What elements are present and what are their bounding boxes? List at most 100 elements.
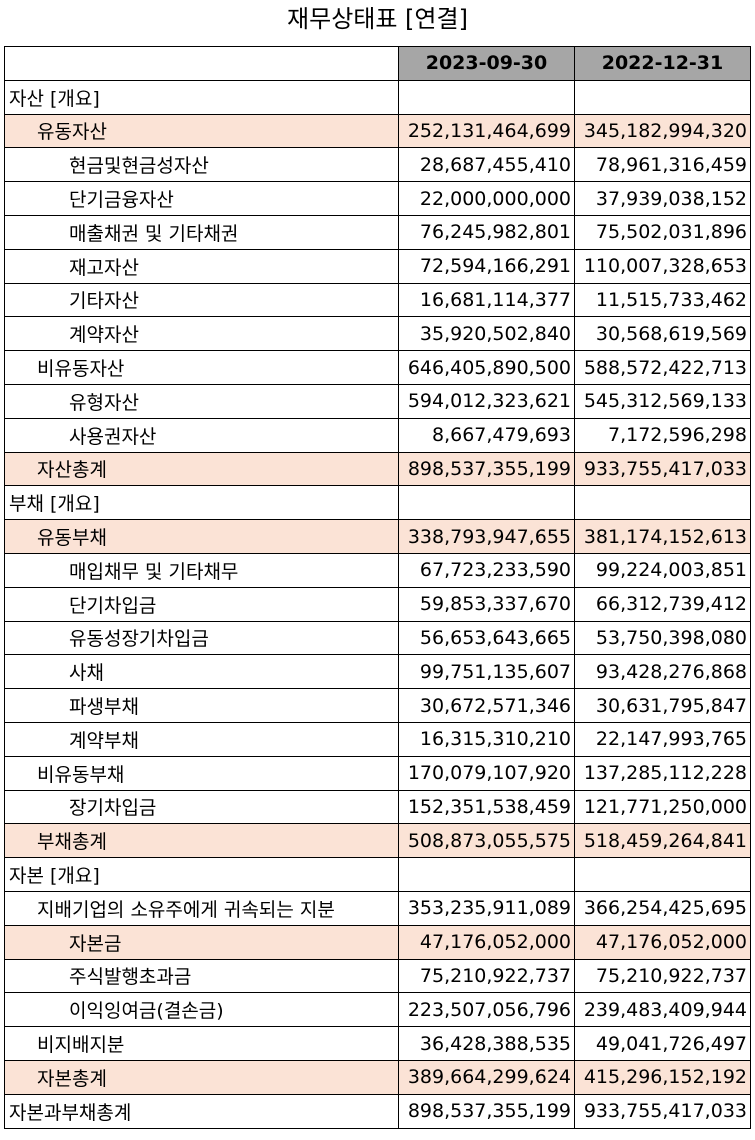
table-row: 자본금 47,176,052,000 47,176,052,000 bbox=[4, 924, 751, 960]
value-2022-12-31: 53,750,398,080 bbox=[574, 620, 751, 656]
value-2023-09-30: 170,079,107,920 bbox=[398, 755, 575, 791]
row-label: 자산총계 bbox=[4, 451, 399, 487]
row-label: 계약자산 bbox=[4, 316, 399, 352]
row-label: 유동성장기차입금 bbox=[4, 620, 399, 656]
table-row: 단기차입금 59,853,337,670 66,312,739,412 bbox=[4, 586, 751, 622]
row-label: 유동자산 bbox=[4, 113, 399, 149]
row-label: 매입채무 및 기타채무 bbox=[4, 552, 399, 588]
table-row: 이익잉여금(결손금) 223,507,056,796 239,483,409,944 bbox=[4, 992, 751, 1028]
column-header-2022-12-31: 2022-12-31 bbox=[574, 46, 751, 81]
row-label: 부채 [개요] bbox=[4, 485, 399, 521]
row-label: 유동부채 bbox=[4, 519, 399, 554]
table-row: 유동성장기차입금 56,653,643,665 53,750,398,080 bbox=[4, 620, 751, 656]
table-row: 단기금융자산 22,000,000,000 37,939,038,152 bbox=[4, 181, 751, 216]
value-2022-12-31: 345,182,994,320 bbox=[574, 113, 751, 149]
value-2023-09-30 bbox=[398, 857, 575, 892]
row-label: 단기금융자산 bbox=[4, 181, 399, 216]
value-2023-09-30: 99,751,135,607 bbox=[398, 654, 575, 690]
value-2023-09-30: 389,664,299,624 bbox=[398, 1059, 575, 1095]
table-row: 현금및현금성자산 28,687,455,410 78,961,316,459 bbox=[4, 147, 751, 183]
table-row: 자본총계 389,664,299,624 415,296,152,192 bbox=[4, 1059, 751, 1095]
row-label: 기타자산 bbox=[4, 282, 399, 318]
value-2023-09-30: 646,405,890,500 bbox=[398, 350, 575, 385]
table-row: 비유동자산 646,405,890,500 588,572,422,713 bbox=[4, 350, 751, 385]
value-2022-12-31: 545,312,569,133 bbox=[574, 383, 751, 419]
value-2022-12-31: 66,312,739,412 bbox=[574, 586, 751, 622]
row-label: 자본총계 bbox=[4, 1059, 399, 1095]
value-2023-09-30: 252,131,464,699 bbox=[398, 113, 575, 149]
value-2023-09-30: 47,176,052,000 bbox=[398, 924, 575, 960]
value-2022-12-31: 11,515,733,462 bbox=[574, 282, 751, 318]
value-2022-12-31: 30,568,619,569 bbox=[574, 316, 751, 352]
value-2023-09-30: 67,723,233,590 bbox=[398, 552, 575, 588]
value-2022-12-31: 37,939,038,152 bbox=[574, 181, 751, 216]
row-label: 유형자산 bbox=[4, 383, 399, 419]
value-2023-09-30: 898,537,355,199 bbox=[398, 1093, 575, 1129]
value-2022-12-31: 49,041,726,497 bbox=[574, 1026, 751, 1061]
row-label: 계약부채 bbox=[4, 721, 399, 757]
row-label: 비지배지분 bbox=[4, 1026, 399, 1061]
table-row: 파생부채 30,672,571,346 30,631,795,847 bbox=[4, 688, 751, 723]
value-2023-09-30 bbox=[398, 79, 575, 115]
value-2022-12-31 bbox=[574, 857, 751, 892]
row-label: 자본과부채총계 bbox=[4, 1093, 399, 1129]
value-2022-12-31: 75,210,922,737 bbox=[574, 958, 751, 994]
value-2023-09-30: 36,428,388,535 bbox=[398, 1026, 575, 1061]
table-row: 계약자산 35,920,502,840 30,568,619,569 bbox=[4, 316, 751, 352]
value-2022-12-31: 518,459,264,841 bbox=[574, 823, 751, 859]
table-row: 비유동부채 170,079,107,920 137,285,112,228 bbox=[4, 755, 751, 791]
balance-sheet-table: 2023-09-30 2022-12-31 자산 [개요] 유동자산 252,131… bbox=[4, 46, 751, 1129]
value-2023-09-30: 353,235,911,089 bbox=[398, 890, 575, 926]
value-2022-12-31 bbox=[574, 485, 751, 521]
value-2023-09-30: 22,000,000,000 bbox=[398, 181, 575, 216]
value-2022-12-31 bbox=[574, 79, 751, 115]
table-row: 매입채무 및 기타채무 67,723,233,590 99,224,003,851 bbox=[4, 552, 751, 588]
value-2022-12-31: 93,428,276,868 bbox=[574, 654, 751, 690]
value-2022-12-31: 7,172,596,298 bbox=[574, 417, 751, 453]
value-2022-12-31: 99,224,003,851 bbox=[574, 552, 751, 588]
row-label: 자본금 bbox=[4, 924, 399, 960]
table-row: 유형자산 594,012,323,621 545,312,569,133 bbox=[4, 383, 751, 419]
table-row: 자산 [개요] bbox=[4, 79, 751, 115]
value-2022-12-31: 75,502,031,896 bbox=[574, 214, 751, 250]
value-2023-09-30: 59,853,337,670 bbox=[398, 586, 575, 622]
header-row: 2023-09-30 2022-12-31 bbox=[4, 46, 751, 81]
table-row: 자본 [개요] bbox=[4, 857, 751, 892]
table-row: 재고자산 72,594,166,291 110,007,328,653 bbox=[4, 248, 751, 284]
value-2023-09-30: 76,245,982,801 bbox=[398, 214, 575, 250]
row-label: 부채총계 bbox=[4, 823, 399, 859]
table-row: 기타자산 16,681,114,377 11,515,733,462 bbox=[4, 282, 751, 318]
row-label: 자본 [개요] bbox=[4, 857, 399, 892]
value-2023-09-30: 223,507,056,796 bbox=[398, 992, 575, 1028]
value-2022-12-31: 415,296,152,192 bbox=[574, 1059, 751, 1095]
value-2023-09-30 bbox=[398, 485, 575, 521]
row-label: 사채 bbox=[4, 654, 399, 690]
row-label: 이익잉여금(결손금) bbox=[4, 992, 399, 1028]
value-2023-09-30: 72,594,166,291 bbox=[398, 248, 575, 284]
value-2022-12-31: 137,285,112,228 bbox=[574, 755, 751, 791]
column-header-2023-09-30: 2023-09-30 bbox=[398, 46, 575, 81]
table-row: 유동부채 338,793,947,655 381,174,152,613 bbox=[4, 519, 751, 554]
row-label: 단기차입금 bbox=[4, 586, 399, 622]
table-row: 지배기업의 소유주에게 귀속되는 지분 353,235,911,089 366,25… bbox=[4, 890, 751, 926]
table-row: 비지배지분 36,428,388,535 49,041,726,497 bbox=[4, 1026, 751, 1061]
table-row: 자본과부채총계 898,537,355,199 933,755,417,033 bbox=[4, 1093, 751, 1129]
value-2023-09-30: 152,351,538,459 bbox=[398, 789, 575, 825]
value-2022-12-31: 110,007,328,653 bbox=[574, 248, 751, 284]
table-row: 계약부채 16,315,310,210 22,147,993,765 bbox=[4, 721, 751, 757]
table-row: 사용권자산 8,667,479,693 7,172,596,298 bbox=[4, 417, 751, 453]
value-2023-09-30: 16,681,114,377 bbox=[398, 282, 575, 318]
value-2023-09-30: 898,537,355,199 bbox=[398, 451, 575, 487]
value-2022-12-31: 366,254,425,695 bbox=[574, 890, 751, 926]
value-2023-09-30: 594,012,323,621 bbox=[398, 383, 575, 419]
value-2023-09-30: 30,672,571,346 bbox=[398, 688, 575, 723]
value-2023-09-30: 35,920,502,840 bbox=[398, 316, 575, 352]
row-label: 매출채권 및 기타채권 bbox=[4, 214, 399, 250]
row-label: 비유동자산 bbox=[4, 350, 399, 385]
value-2022-12-31: 78,961,316,459 bbox=[574, 147, 751, 183]
value-2023-09-30: 28,687,455,410 bbox=[398, 147, 575, 183]
table-row: 유동자산 252,131,464,699 345,182,994,320 bbox=[4, 113, 751, 149]
row-label: 사용권자산 bbox=[4, 417, 399, 453]
row-label: 재고자산 bbox=[4, 248, 399, 284]
row-label: 주식발행초과금 bbox=[4, 958, 399, 994]
